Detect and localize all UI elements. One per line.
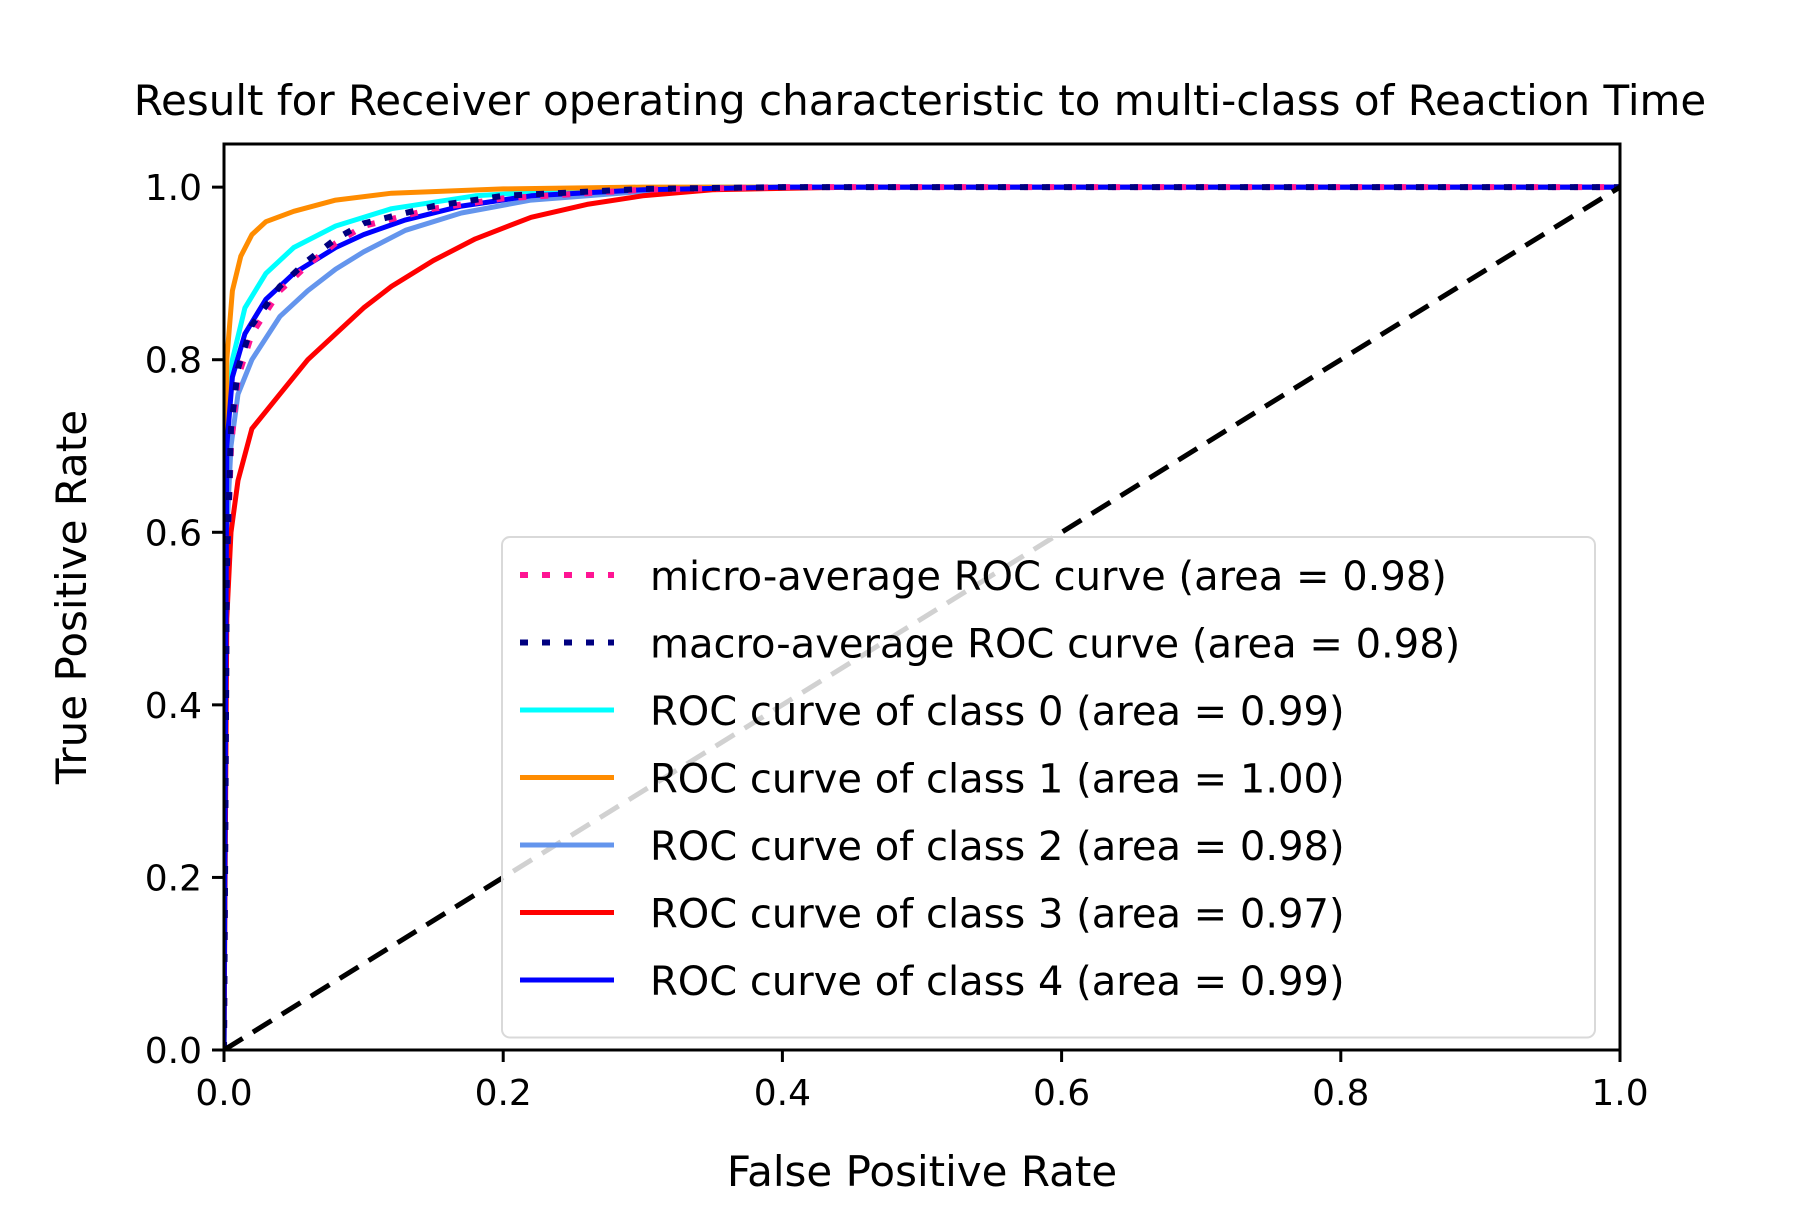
- legend-label: ROC curve of class 4 (area = 0.99): [650, 959, 1345, 1005]
- x-tick-label: 0.8: [1312, 1073, 1369, 1114]
- legend-label: ROC curve of class 1 (area = 1.00): [650, 757, 1345, 803]
- chart-title: Result for Receiver operating characteri…: [134, 76, 1707, 125]
- x-tick-label: 0.6: [1033, 1073, 1090, 1114]
- x-axis-label: False Positive Rate: [727, 1147, 1117, 1196]
- legend-label: ROC curve of class 3 (area = 0.97): [650, 892, 1345, 938]
- x-axis-ticks: 0.0 0.2 0.4 0.6 0.8 1.0: [195, 1050, 1649, 1114]
- x-tick-label: 0.4: [754, 1073, 811, 1114]
- legend-label: macro-average ROC curve (area = 0.98): [650, 622, 1460, 668]
- x-tick-label: 1.0: [1591, 1073, 1648, 1114]
- legend-label: ROC curve of class 2 (area = 0.98): [650, 824, 1345, 870]
- plot-frame: [222, 142, 1622, 1052]
- y-tick-label: 0.8: [145, 341, 202, 382]
- x-tick-label: 0.0: [195, 1073, 252, 1114]
- y-tick-label: 0.6: [145, 513, 202, 554]
- legend: micro-average ROC curve (area = 0.98) mac…: [501, 536, 1596, 1039]
- y-axis-label: True Positive Rate: [47, 410, 96, 785]
- y-tick-label: 0.0: [145, 1031, 202, 1072]
- y-axis-ticks: 0.0 0.2 0.4 0.6 0.8 1.0: [145, 168, 224, 1072]
- x-tick-label: 0.2: [475, 1073, 532, 1114]
- series-line-3: [224, 184, 1620, 1050]
- y-tick-label: 1.0: [145, 168, 202, 209]
- legend-box: [501, 536, 1596, 1039]
- y-tick-label: 0.2: [145, 858, 202, 899]
- legend-label: ROC curve of class 0 (area = 0.99): [650, 689, 1345, 735]
- series-line-5: [224, 184, 1620, 1050]
- y-tick-label: 0.4: [145, 686, 202, 727]
- legend-label: micro-average ROC curve (area = 0.98): [650, 554, 1447, 600]
